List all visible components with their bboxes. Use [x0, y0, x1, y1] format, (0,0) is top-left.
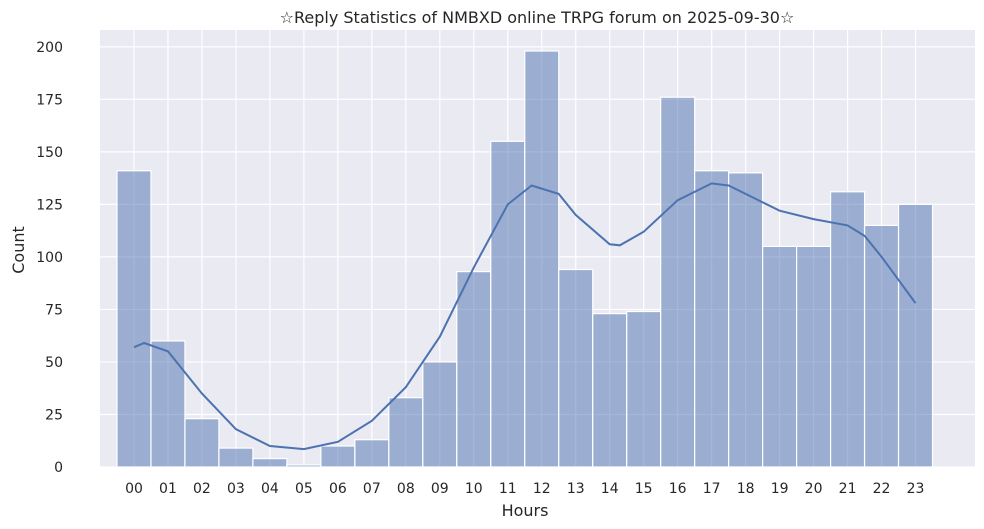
- x-tick-label: 07: [363, 481, 381, 497]
- x-tick-label: 06: [329, 481, 347, 497]
- x-tick-label: 08: [397, 481, 415, 497]
- bar-10: [456, 271, 492, 468]
- y-tick-label: 0: [54, 460, 63, 476]
- y-axis-label: Count: [9, 226, 28, 274]
- bar-23: [897, 203, 934, 468]
- x-tick-label: 20: [805, 481, 823, 497]
- x-tick-label: 11: [499, 481, 517, 497]
- x-tick-label: 13: [567, 481, 585, 497]
- y-tick-label: 25: [45, 407, 63, 423]
- bar-09: [422, 361, 458, 468]
- bar-05: [286, 464, 322, 468]
- x-tick-label: 18: [737, 481, 755, 497]
- x-tick-label: 02: [193, 481, 211, 497]
- y-tick-label: 100: [36, 250, 63, 266]
- x-tick-label: 19: [771, 481, 789, 497]
- bar-07: [354, 439, 390, 468]
- y-tick-label: 50: [45, 355, 63, 371]
- y-tick-label: 150: [36, 145, 63, 161]
- x-tick-label: 17: [703, 481, 721, 497]
- bar-12: [524, 50, 560, 468]
- x-axis-label: Hours: [502, 501, 549, 520]
- bar-15: [626, 310, 662, 468]
- x-tick-label: 01: [159, 481, 177, 497]
- bar-14: [592, 313, 628, 468]
- bar-03: [218, 447, 254, 468]
- bar-17: [694, 170, 730, 468]
- x-tick-label: 12: [533, 481, 551, 497]
- bar-22: [863, 224, 900, 468]
- bars: [116, 50, 934, 468]
- y-tick-label: 200: [36, 40, 63, 56]
- x-tick-label: 10: [465, 481, 483, 497]
- bar-18: [728, 172, 764, 468]
- x-tick-label: 09: [431, 481, 449, 497]
- y-tick-label: 125: [36, 197, 63, 213]
- x-tick-label: 00: [125, 481, 143, 497]
- bar-02: [184, 418, 220, 468]
- bar-06: [320, 445, 356, 468]
- chart-title: ☆Reply Statistics of NMBXD online TRPG f…: [280, 8, 795, 27]
- bar-04: [252, 457, 288, 468]
- x-tick-labels: 00 01 02 03 04 05 06 07 08 09 10 11 12 13 14 15 16 17 18 19…: [125, 481, 924, 497]
- bar-20: [796, 245, 832, 468]
- x-tick-label: 21: [839, 481, 857, 497]
- x-tick-label: 23: [907, 481, 925, 497]
- x-tick-label: 05: [295, 481, 313, 497]
- bar-08: [388, 397, 424, 468]
- x-tick-label: 04: [261, 481, 279, 497]
- bar-19: [762, 245, 798, 468]
- x-tick-label: 03: [227, 481, 245, 497]
- x-tick-label: 22: [873, 481, 891, 497]
- bar-11: [490, 140, 526, 468]
- bar-16: [660, 96, 696, 468]
- y-tick-label: 175: [36, 92, 63, 108]
- y-tick-label: 75: [45, 302, 63, 318]
- x-tick-label: 14: [601, 481, 619, 497]
- x-tick-label: 16: [669, 481, 687, 497]
- y-tick-labels: 0 25 50 75 100 125 150 175 200: [36, 40, 63, 476]
- kde-line: [133, 182, 917, 451]
- x-tick-label: 15: [635, 481, 653, 497]
- bar-00: [116, 170, 152, 468]
- bar-01: [150, 340, 186, 468]
- bar-13: [558, 268, 594, 468]
